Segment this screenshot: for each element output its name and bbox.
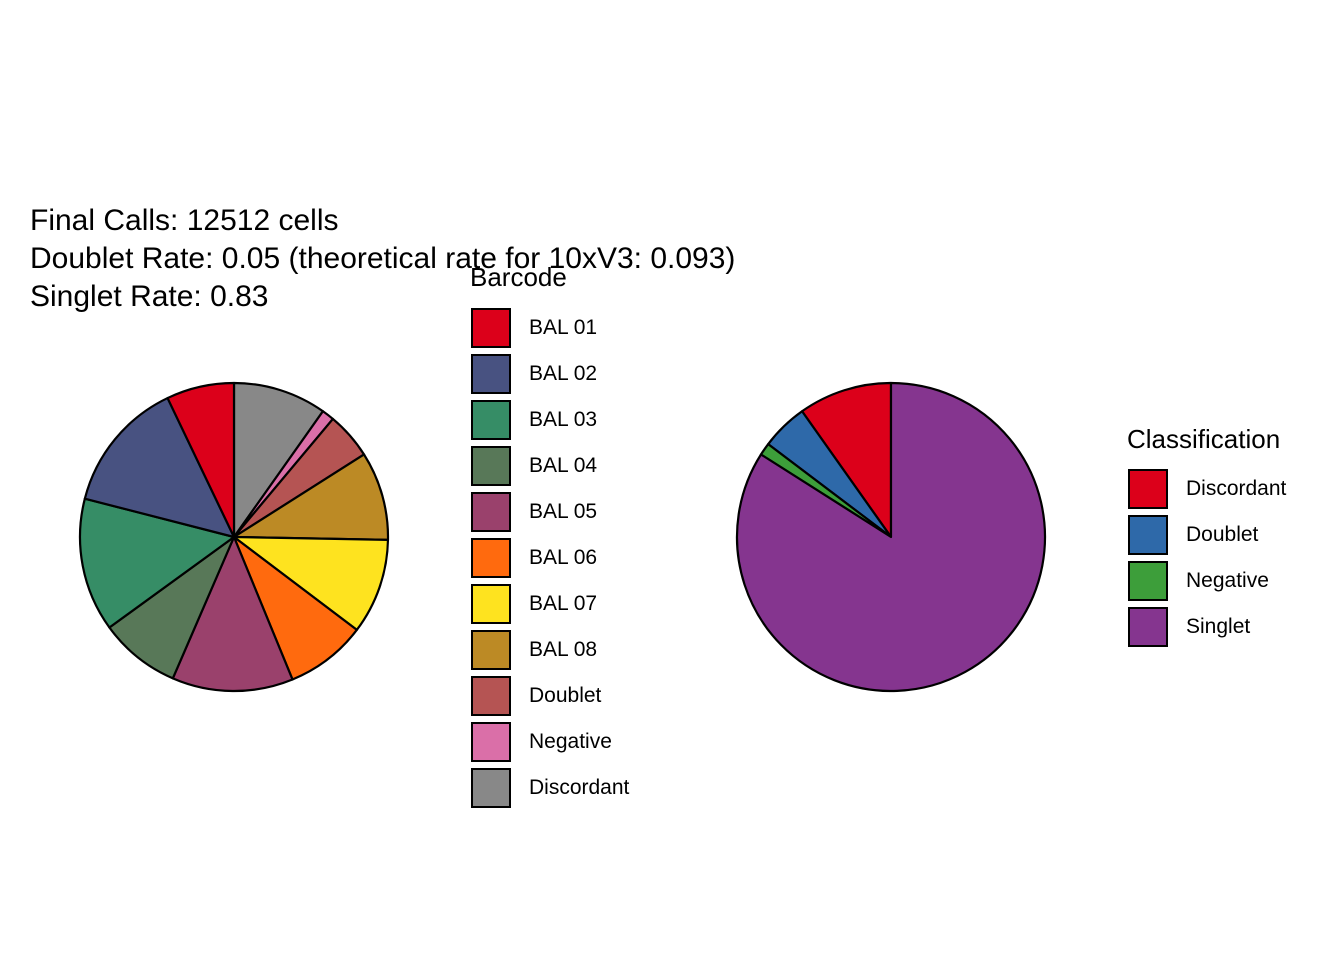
barcode-legend-swatch — [471, 492, 511, 532]
classification-legend-swatch — [1128, 515, 1168, 555]
title-line-1: Final Calls: 12512 cells — [30, 204, 339, 237]
classification-legend-label: Negative — [1186, 569, 1269, 592]
barcode-legend-item: BAL 06 — [471, 536, 691, 582]
barcode-legend-label: BAL 02 — [529, 362, 598, 385]
barcode-legend-swatch — [471, 538, 511, 578]
barcode-legend-swatch — [471, 446, 511, 486]
barcode-legend-title: Barcode — [470, 262, 567, 292]
barcode-legend-swatch — [471, 676, 511, 716]
barcode-slice-bal-07 — [232, 535, 390, 631]
title-line-2: Doublet Rate: 0.05 (theoretical rate for… — [30, 242, 736, 275]
barcode-legend-label: BAL 06 — [529, 546, 598, 569]
classification-legend-label: Doublet — [1186, 523, 1259, 546]
barcode-legend-swatch — [471, 584, 511, 624]
barcode-legend-item: BAL 04 — [471, 444, 691, 490]
barcode-legend-label: BAL 07 — [529, 592, 598, 615]
barcode-legend-item: BAL 02 — [471, 352, 691, 398]
barcode-legend-item: Discordant — [471, 766, 691, 812]
barcode-legend-item: BAL 03 — [471, 398, 691, 444]
barcode-legend-label: BAL 04 — [529, 454, 598, 477]
barcode-legend-label: BAL 01 — [529, 316, 598, 339]
barcode-slice-bal-05 — [171, 535, 294, 693]
classification-legend-swatch — [1128, 469, 1168, 509]
classification-legend-label: Singlet — [1186, 615, 1251, 638]
barcode-legend-item: BAL 01 — [471, 306, 691, 352]
barcode-legend-swatch — [471, 400, 511, 440]
classification-legend-item: Doublet — [1128, 513, 1344, 559]
classification-legend-item: Singlet — [1128, 605, 1344, 651]
barcode-legend-label: BAL 03 — [529, 408, 598, 431]
barcode-slice-bal-03 — [78, 497, 236, 629]
barcode-legend-label: Doublet — [529, 684, 602, 707]
classification-legend-swatch — [1128, 561, 1168, 601]
barcode-legend-swatch — [471, 630, 511, 670]
barcode-legend-label: BAL 08 — [529, 638, 598, 661]
classification-slice-singlet — [735, 381, 1047, 693]
barcode-legend-label: Negative — [529, 730, 612, 753]
barcode-legend-item: BAL 07 — [471, 582, 691, 628]
classification-legend-swatch — [1128, 607, 1168, 647]
barcode-legend-item: Doublet — [471, 674, 691, 720]
barcode-slice-bal-01 — [166, 381, 236, 539]
classification-legend-item: Negative — [1128, 559, 1344, 605]
classification-legend-label: Discordant — [1186, 477, 1287, 500]
classification-slice-discordant — [800, 381, 893, 539]
barcode-legend-label: BAL 05 — [529, 500, 598, 523]
barcode-legend-swatch — [471, 768, 511, 808]
barcode-legend-label: Discordant — [529, 776, 630, 799]
barcode-legend-swatch — [471, 354, 511, 394]
classification-legend-title: Classification — [1127, 424, 1281, 454]
barcode-legend-item: BAL 08 — [471, 628, 691, 674]
title-line-3: Singlet Rate: 0.83 — [30, 280, 269, 313]
barcode-legend-swatch — [471, 722, 511, 762]
barcode-legend-item: Negative — [471, 720, 691, 766]
barcode-legend-item: BAL 05 — [471, 490, 691, 536]
barcode-slice-discordant — [232, 381, 325, 539]
barcode-legend-swatch — [471, 308, 511, 348]
barcode-slice-bal-08 — [232, 453, 390, 541]
barcode-slice-bal-02 — [83, 396, 236, 539]
classification-legend-item: Discordant — [1128, 467, 1344, 513]
